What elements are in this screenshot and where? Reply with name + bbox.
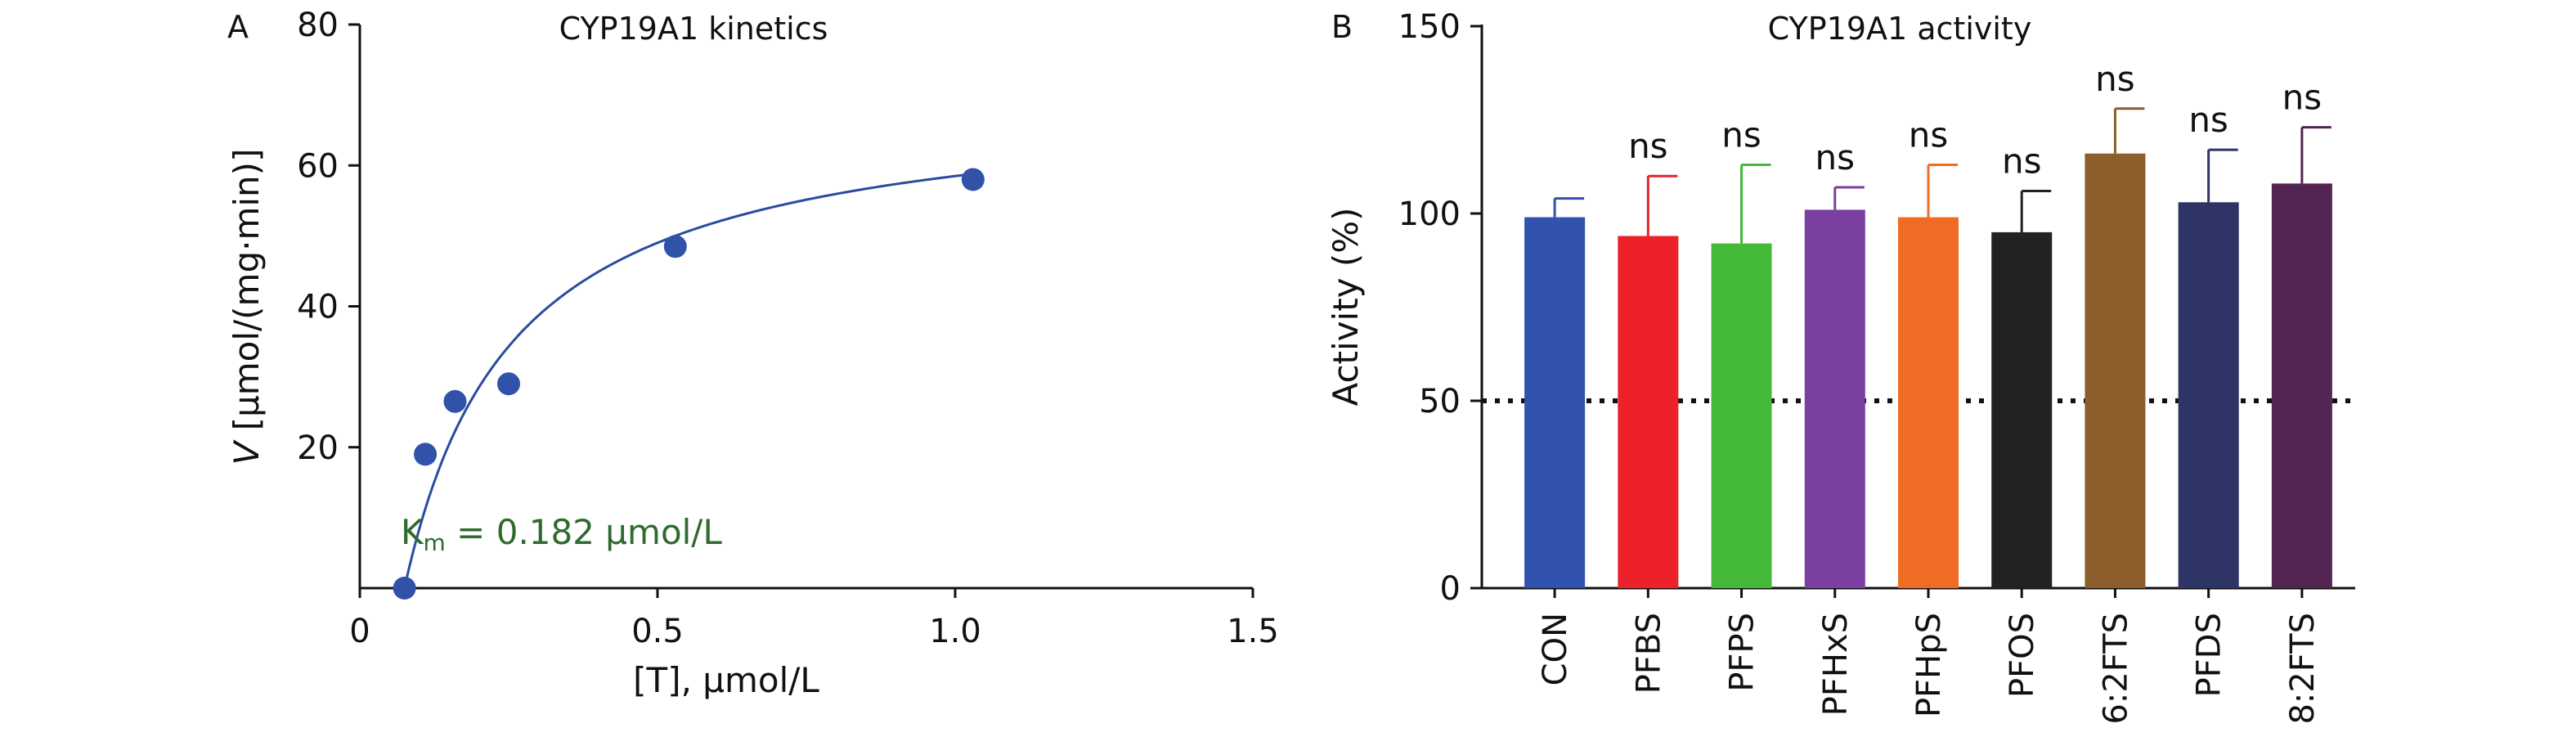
- category-label: PFHpS: [1910, 613, 1948, 717]
- panel-a-x-tick-label: 1.0: [929, 613, 981, 650]
- panel-b-bars: CON PFBSnsPFPSnsPFHxSnsPFHpSnsPFOSns6:2FT…: [1524, 59, 2332, 725]
- panel-a-data-point: [443, 389, 467, 413]
- category-label: PFBS: [1630, 613, 1667, 694]
- significance-label: ns: [2282, 78, 2322, 118]
- bar-group-82fts: 8:2FTS ns: [2271, 78, 2332, 725]
- bar: [1618, 236, 1679, 588]
- panel-a-y-tick-label: 20: [297, 429, 339, 467]
- km-symbol: K: [401, 512, 424, 552]
- panel-a-fit-curve: [403, 173, 973, 589]
- significance-label: ns: [2095, 59, 2135, 99]
- panel-b-y-ticks: 0 50 100 150: [1398, 8, 1482, 608]
- panel-a-data-point: [414, 443, 438, 466]
- panel-b-letter: B: [1331, 9, 1353, 45]
- bar-group-pfhxs: PFHxS ns: [1804, 137, 1865, 716]
- panel-a-data-points: [393, 168, 985, 600]
- panel-a-kinetics-chart: A CYP19A1 kinetics 20 40 60 80 0 0.5 1.0 1.5 […: [227, 7, 1279, 700]
- panel-b-y-tick-label: 150: [1398, 8, 1461, 46]
- panel-b-title: CYP19A1 activity: [1768, 11, 2032, 47]
- panel-a-data-point: [497, 372, 520, 396]
- significance-label: ns: [1628, 126, 1668, 166]
- category-label: 6:2FTS: [2097, 613, 2134, 725]
- panel-b-activity-chart: B CYP19A1 activity 0 50 100 150 Activity (%…: [1326, 8, 2355, 725]
- category-label: PFPS: [1724, 613, 1761, 692]
- bar-group-con: CON: [1524, 197, 1586, 685]
- bar: [2271, 183, 2332, 589]
- panel-a-y-tick-label: 80: [297, 7, 339, 44]
- panel-a-title: CYP19A1 kinetics: [559, 11, 828, 47]
- panel-a-data-point: [393, 577, 416, 600]
- panel-a-x-tick-label: 1.5: [1227, 613, 1279, 650]
- panel-b-y-axis-title: Activity (%): [1326, 207, 1366, 406]
- panel-a-y-tick-label: 60: [297, 147, 339, 185]
- panel-a-x-axis-title: [T], μmol/L: [633, 660, 819, 700]
- category-label: PFDS: [2191, 613, 2228, 697]
- panel-a-y-axis-title: V [μmol/(mg·min)]: [227, 149, 267, 465]
- bar: [1991, 231, 2053, 588]
- panel-a-y-tick-label: 40: [297, 289, 339, 326]
- significance-label: ns: [1815, 137, 1856, 178]
- category-label: PFOS: [2004, 613, 2041, 698]
- bar: [1898, 217, 1959, 588]
- panel-a-y-axis-title-symbol: V: [227, 438, 267, 465]
- bar-group-pfds: PFDS ns: [2178, 100, 2239, 697]
- bar: [1524, 217, 1586, 588]
- bar: [1711, 243, 1772, 588]
- bar: [2178, 202, 2239, 588]
- bar-group-pfps: PFPS ns: [1711, 115, 1772, 692]
- panel-a-x-tick-label: 0.5: [631, 613, 684, 650]
- bar: [2085, 153, 2146, 589]
- panel-a-x-tick-label: 0: [349, 613, 370, 650]
- panel-a-km-annotation: Km = 0.182 μmol/L: [401, 512, 722, 556]
- bar-group-pfhps: PFHpS ns: [1898, 115, 1959, 717]
- significance-label: ns: [2188, 100, 2228, 140]
- bar: [1804, 209, 1865, 588]
- panel-b-y-tick-label: 100: [1398, 195, 1461, 233]
- panel-a-letter: A: [227, 9, 249, 45]
- bar-group-62fts: 6:2FTS ns: [2085, 59, 2146, 725]
- km-value: = 0.182 μmol/L: [446, 512, 723, 552]
- panel-a-data-point: [663, 235, 687, 258]
- significance-label: ns: [1721, 115, 1761, 155]
- panel-b-y-tick-label: 0: [1440, 570, 1461, 608]
- panel-a-y-axis-title-units: [μmol/(mg·min)]: [227, 149, 267, 442]
- panel-a-data-point: [961, 168, 985, 191]
- km-subscript: m: [424, 529, 446, 556]
- panel-a-x-ticks: 0 0.5 1.0 1.5: [349, 588, 1279, 650]
- panel-b-y-tick-label: 50: [1419, 383, 1461, 420]
- panel-a-y-ticks: 20 40 60 80: [297, 7, 360, 467]
- category-label: CON: [1537, 613, 1574, 685]
- category-label: PFHxS: [1817, 613, 1855, 716]
- bar-group-pfbs: PFBS ns: [1618, 126, 1679, 694]
- category-label: 8:2FTS: [2284, 613, 2322, 725]
- bar-group-pfos: PFOS ns: [1991, 142, 2053, 698]
- significance-label: ns: [1909, 115, 1949, 155]
- significance-label: ns: [2002, 142, 2042, 182]
